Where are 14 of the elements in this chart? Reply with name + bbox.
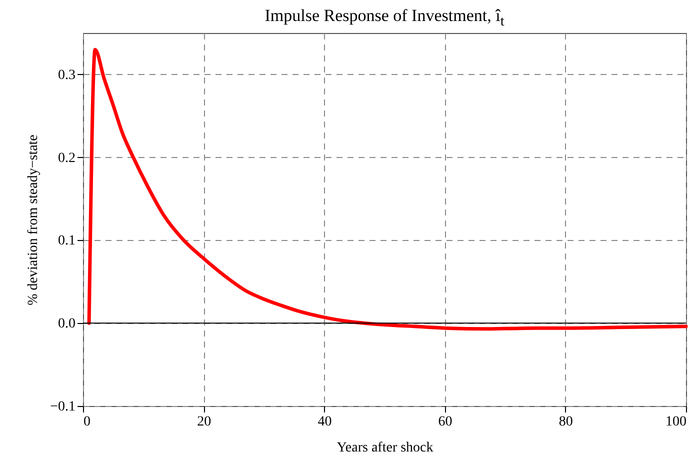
- x-tick-label: 80: [558, 414, 573, 430]
- x-tick-label: 0: [84, 414, 90, 430]
- y-tick-label: 0.0: [58, 316, 76, 332]
- y-axis-title: % deviation from steady−state: [26, 134, 42, 306]
- x-tick-label: 20: [197, 414, 212, 430]
- x-axis-title: Years after shock: [336, 440, 434, 456]
- y-tick-label: 0.1: [58, 234, 76, 249]
- x-tick-label: 60: [438, 414, 452, 430]
- x-tick-label: 40: [318, 414, 332, 430]
- y-tick-label: 0.3: [58, 68, 76, 83]
- x-tick-label: 100: [666, 414, 686, 430]
- y-tick-label: 0.2: [58, 150, 76, 166]
- chart-title: Impulse Response of Investment, î$_{t}$: [264, 6, 506, 30]
- y-tick-label: −0.1: [50, 400, 76, 414]
